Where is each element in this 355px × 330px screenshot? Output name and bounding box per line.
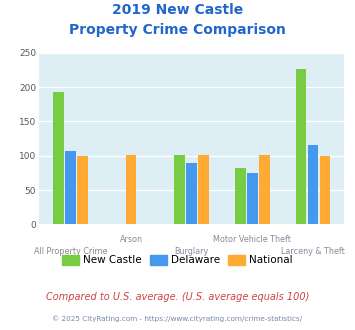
- Bar: [186, 163, 197, 224]
- Text: All Property Crime: All Property Crime: [34, 247, 107, 256]
- Bar: [295, 69, 306, 224]
- Text: Larceny & Theft: Larceny & Theft: [281, 247, 345, 256]
- Text: Compared to U.S. average. (U.S. average equals 100): Compared to U.S. average. (U.S. average …: [46, 292, 309, 302]
- Bar: [77, 156, 88, 224]
- Text: Motor Vehicle Theft: Motor Vehicle Theft: [213, 235, 291, 244]
- Text: 2019 New Castle: 2019 New Castle: [112, 3, 243, 17]
- Bar: [308, 146, 318, 224]
- Text: Property Crime Comparison: Property Crime Comparison: [69, 23, 286, 37]
- Text: © 2025 CityRating.com - https://www.cityrating.com/crime-statistics/: © 2025 CityRating.com - https://www.city…: [53, 315, 302, 322]
- Text: Burglary: Burglary: [175, 247, 209, 256]
- Bar: [174, 155, 185, 224]
- Text: Arson: Arson: [120, 235, 143, 244]
- Legend: New Castle, Delaware, National: New Castle, Delaware, National: [58, 251, 297, 270]
- Bar: [65, 151, 76, 224]
- Bar: [320, 156, 331, 224]
- Bar: [126, 155, 136, 224]
- Bar: [235, 168, 246, 224]
- Bar: [198, 155, 209, 224]
- Bar: [53, 92, 64, 224]
- Bar: [247, 173, 258, 224]
- Bar: [259, 155, 270, 224]
